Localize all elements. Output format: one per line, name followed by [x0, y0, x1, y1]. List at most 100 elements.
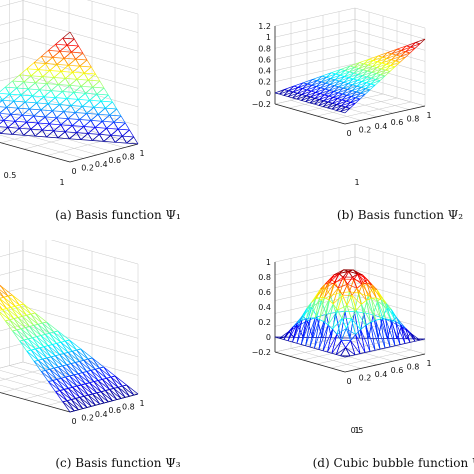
mesh-edge — [381, 64, 387, 70]
mesh-edge — [349, 354, 356, 357]
mesh-edge — [19, 340, 32, 351]
mesh-edge — [0, 285, 1, 287]
mesh-edge — [65, 78, 70, 86]
mesh-edge — [56, 343, 69, 353]
mesh-edge — [352, 269, 358, 275]
mesh-edge — [395, 56, 401, 62]
mesh-edge — [306, 85, 313, 91]
mesh-edge — [46, 77, 55, 84]
mesh-edge — [306, 92, 316, 97]
mesh-edge — [319, 284, 326, 298]
mesh-edge — [372, 56, 383, 61]
mesh-edge — [19, 121, 27, 129]
mesh-edge — [83, 396, 96, 406]
mesh-edge — [370, 322, 376, 351]
mesh-edge — [68, 388, 81, 398]
mesh-edge — [24, 101, 30, 110]
mesh-edge — [65, 376, 78, 387]
mesh-edge — [311, 86, 317, 92]
mesh-edge — [88, 79, 93, 88]
z-tick-label: 0.4 — [258, 303, 271, 312]
mesh-edge — [92, 86, 105, 89]
mesh-edge — [96, 392, 109, 403]
mesh-edge — [37, 122, 43, 131]
mesh-edge — [87, 358, 96, 370]
mesh-edge — [301, 94, 307, 97]
mesh-edge — [287, 92, 298, 97]
mesh-edge — [361, 81, 367, 84]
mesh-edge — [337, 295, 343, 311]
mesh-edge — [338, 270, 349, 275]
mesh-edge — [329, 273, 340, 283]
mesh-edge — [76, 132, 89, 134]
y-tick-label: 1 — [59, 178, 64, 187]
mesh-edge — [297, 83, 308, 88]
mesh-edge — [28, 337, 33, 340]
mesh-edge — [319, 319, 324, 323]
mesh-edge — [324, 88, 330, 91]
mesh-edge — [83, 72, 89, 81]
mesh-edge — [344, 355, 351, 358]
mesh-edge — [10, 107, 19, 115]
mesh-edge — [296, 318, 307, 344]
mesh-edge — [329, 274, 335, 283]
mesh-edge — [362, 75, 367, 78]
mesh-edge — [103, 87, 109, 96]
mesh-edge — [40, 334, 46, 336]
mesh-edge — [25, 95, 33, 103]
mesh-edge — [370, 298, 376, 321]
mesh-edge — [43, 345, 49, 348]
mesh-edge — [344, 108, 351, 114]
mesh-edge — [39, 89, 45, 97]
mesh-edge — [346, 90, 353, 96]
mesh-edge — [94, 369, 103, 380]
mesh-edge — [0, 95, 3, 101]
mesh-edge — [46, 321, 59, 332]
mesh-edge — [399, 343, 406, 345]
mesh-edge — [419, 38, 426, 45]
mesh-edge — [288, 87, 299, 92]
mesh-edge — [118, 385, 123, 388]
mesh-edge — [63, 352, 69, 354]
mesh-edge — [400, 324, 406, 329]
mesh-edge — [49, 369, 58, 380]
mesh-edge — [56, 58, 65, 65]
mesh-edge — [319, 299, 330, 320]
mesh-edge — [351, 96, 356, 99]
mesh-edge — [320, 82, 326, 89]
mesh-edge — [385, 65, 391, 71]
mesh-edge — [327, 303, 334, 325]
mesh-edge — [72, 349, 77, 352]
mesh-edge — [13, 94, 22, 102]
mesh-edge — [63, 111, 69, 119]
mesh-edge — [327, 310, 338, 326]
mesh-edge — [380, 319, 386, 349]
mesh-edge — [390, 319, 401, 345]
mesh-edge — [0, 302, 7, 309]
x-tick-label: 0.2 — [359, 125, 372, 134]
mesh-edge — [362, 71, 373, 76]
mesh-edge — [42, 123, 50, 131]
mesh-edge — [301, 95, 307, 101]
mesh-edge — [117, 387, 130, 397]
mesh-edge — [90, 120, 96, 128]
mesh-edge — [311, 84, 317, 87]
mesh-edge — [371, 77, 376, 80]
mesh-edge — [401, 46, 411, 51]
mesh-edge — [351, 295, 357, 311]
mesh-edge — [377, 52, 388, 57]
mesh-edge — [307, 83, 312, 86]
mesh-edge — [0, 285, 13, 296]
mesh-edge — [310, 92, 316, 98]
mesh-edge — [62, 37, 75, 40]
mesh-edge — [53, 367, 66, 378]
mesh-edge — [292, 323, 298, 343]
mesh-edge — [120, 397, 126, 399]
mesh-edge — [102, 121, 107, 129]
mesh-edge — [26, 68, 32, 76]
mesh-edge — [60, 65, 69, 72]
mesh-edge — [32, 95, 44, 98]
mesh-edge — [102, 377, 107, 380]
mesh-edge — [310, 297, 321, 319]
mesh-edge — [404, 342, 411, 344]
